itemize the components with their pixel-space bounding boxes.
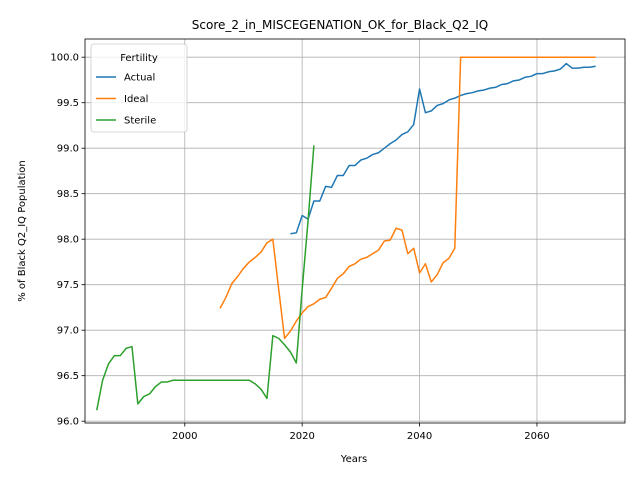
y-tick-label: 96.0 — [57, 417, 79, 428]
y-tick-label: 100.0 — [50, 53, 79, 64]
y-axis-label: % of Black Q2_IQ Population — [17, 160, 28, 302]
y-tick-label: 99.0 — [57, 144, 79, 155]
x-axis-label: Years — [340, 454, 367, 465]
legend-entry-actual: Actual — [124, 73, 155, 84]
legend-title: Fertility — [120, 53, 158, 64]
series-line-ideal — [219, 56, 596, 340]
series-lines — [96, 56, 596, 411]
series-line-sterile — [96, 145, 315, 411]
x-tick-label: 2020 — [289, 431, 314, 442]
y-tick-label: 98.0 — [57, 235, 79, 246]
x-axis-ticks: 2000 2020 2040 2060 — [172, 423, 550, 442]
y-tick-label: 99.5 — [57, 98, 79, 109]
chart-title: Score_2_in_MISCEGENATION_OK_for_Black_Q2… — [192, 18, 488, 32]
y-tick-label: 96.5 — [57, 371, 79, 382]
y-tick-label: 97.0 — [57, 326, 79, 337]
x-tick-label: 2040 — [407, 431, 432, 442]
x-tick-label: 2060 — [524, 431, 549, 442]
y-tick-label: 97.5 — [57, 280, 79, 291]
y-tick-label: 98.5 — [57, 189, 79, 200]
grid — [85, 39, 625, 423]
legend-box — [90, 43, 188, 133]
y-axis-ticks: 96.0 96.5 97.0 97.5 98.0 98.5 99.0 99.5 100.0 — [50, 53, 85, 428]
series-line-actual — [290, 62, 596, 235]
x-tick-label: 2000 — [172, 431, 197, 442]
legend-entry-sterile: Sterile — [124, 116, 156, 127]
plot-frame — [84, 38, 626, 424]
legend: Fertility Actual Ideal Sterile — [90, 43, 188, 133]
legend-entry-ideal: Ideal — [124, 94, 148, 105]
